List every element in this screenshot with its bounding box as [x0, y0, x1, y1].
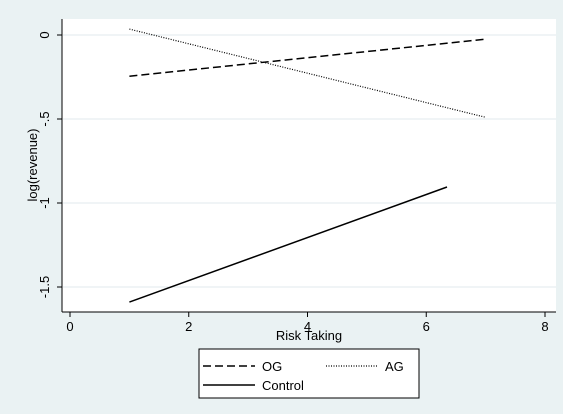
plot-area [62, 19, 556, 312]
x-tick-label-4: 8 [541, 319, 548, 334]
y-tick-label-1: -.5 [37, 111, 52, 126]
x-tick-label-0: 0 [66, 319, 73, 334]
legend-label-control: Control [262, 378, 304, 393]
legend-label-og: OG [262, 359, 282, 374]
x-axis-ticks: 0 2 4 6 8 [66, 312, 549, 334]
y-tick-label-2: -1 [37, 197, 52, 209]
legend: OG AG Control [198, 348, 420, 399]
y-axis-title: log(revenue) [25, 129, 40, 202]
x-tick-label-2: 4 [304, 319, 311, 334]
y-tick-label-3: -1.5 [37, 276, 52, 298]
gridlines [63, 34, 556, 288]
x-axis-title: Risk Taking [276, 328, 342, 343]
series-line-control [129, 186, 448, 303]
y-axis-ticks: 0 -.5 -1 -1.5 [37, 31, 62, 298]
legend-box [198, 348, 420, 399]
y-tick-label-0: 0 [37, 31, 52, 38]
legend-label-ag: AG [385, 359, 404, 374]
x-tick-label-1: 2 [185, 319, 192, 334]
x-tick-label-3: 6 [423, 319, 430, 334]
series-line-ag [129, 28, 486, 118]
series-lines [129, 28, 486, 303]
